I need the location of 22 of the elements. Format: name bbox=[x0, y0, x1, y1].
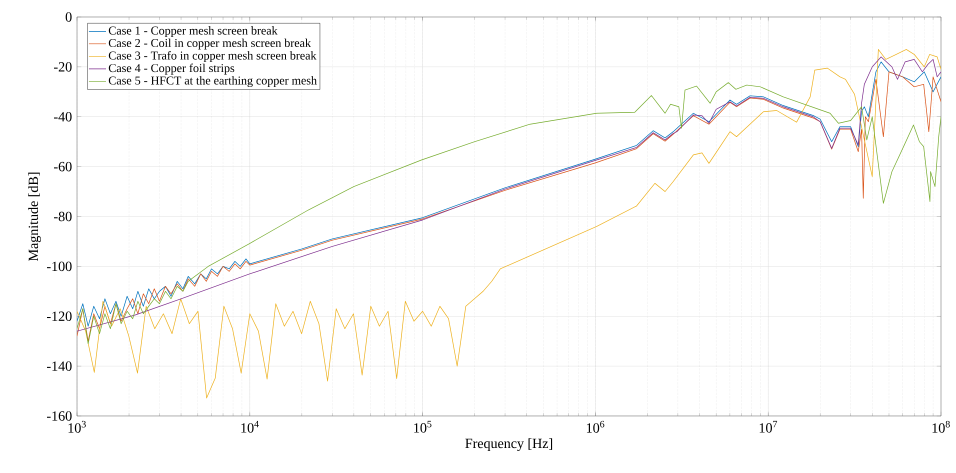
x-tick-label: 10$^{8}$ bbox=[932, 420, 950, 433]
x-tick-label: 10$^{5}$ bbox=[414, 420, 432, 433]
legend-label: Case 2 - Coil in copper mesh screen break bbox=[108, 38, 311, 50]
y-tick-label: -160 bbox=[47, 411, 72, 421]
y-tick-label: -60 bbox=[54, 162, 72, 172]
y-tick-label: -120 bbox=[47, 312, 72, 321]
y-tick-label: -40 bbox=[54, 112, 72, 122]
x-tick-label: 10$^{3}$ bbox=[68, 420, 86, 433]
y-tick-label: -20 bbox=[54, 62, 72, 72]
y-tick-label: -140 bbox=[47, 361, 72, 371]
legend-label: Case 4 - Copper foil strips bbox=[108, 64, 234, 75]
y-tick-label: 0 bbox=[66, 12, 72, 22]
legend-label: Case 5 - HFCT at the earthing copper mesh bbox=[108, 76, 317, 88]
y-axis-title: Magnitude [dB] bbox=[28, 172, 41, 261]
x-axis-title: Frequency [Hz] bbox=[465, 438, 552, 452]
x-tick-label: 10$^{7}$ bbox=[760, 420, 778, 433]
x-tick-label: 10$^{4}$ bbox=[241, 420, 259, 433]
x-tick-label: 10$^{6}$ bbox=[586, 420, 604, 433]
y-tick-label: -100 bbox=[47, 262, 72, 272]
legend-label: Case 1 - Copper mesh screen break bbox=[108, 26, 278, 38]
legend-label: Case 3 - Trafo in copper mesh screen break bbox=[108, 51, 317, 62]
y-tick-label: -80 bbox=[54, 212, 72, 222]
